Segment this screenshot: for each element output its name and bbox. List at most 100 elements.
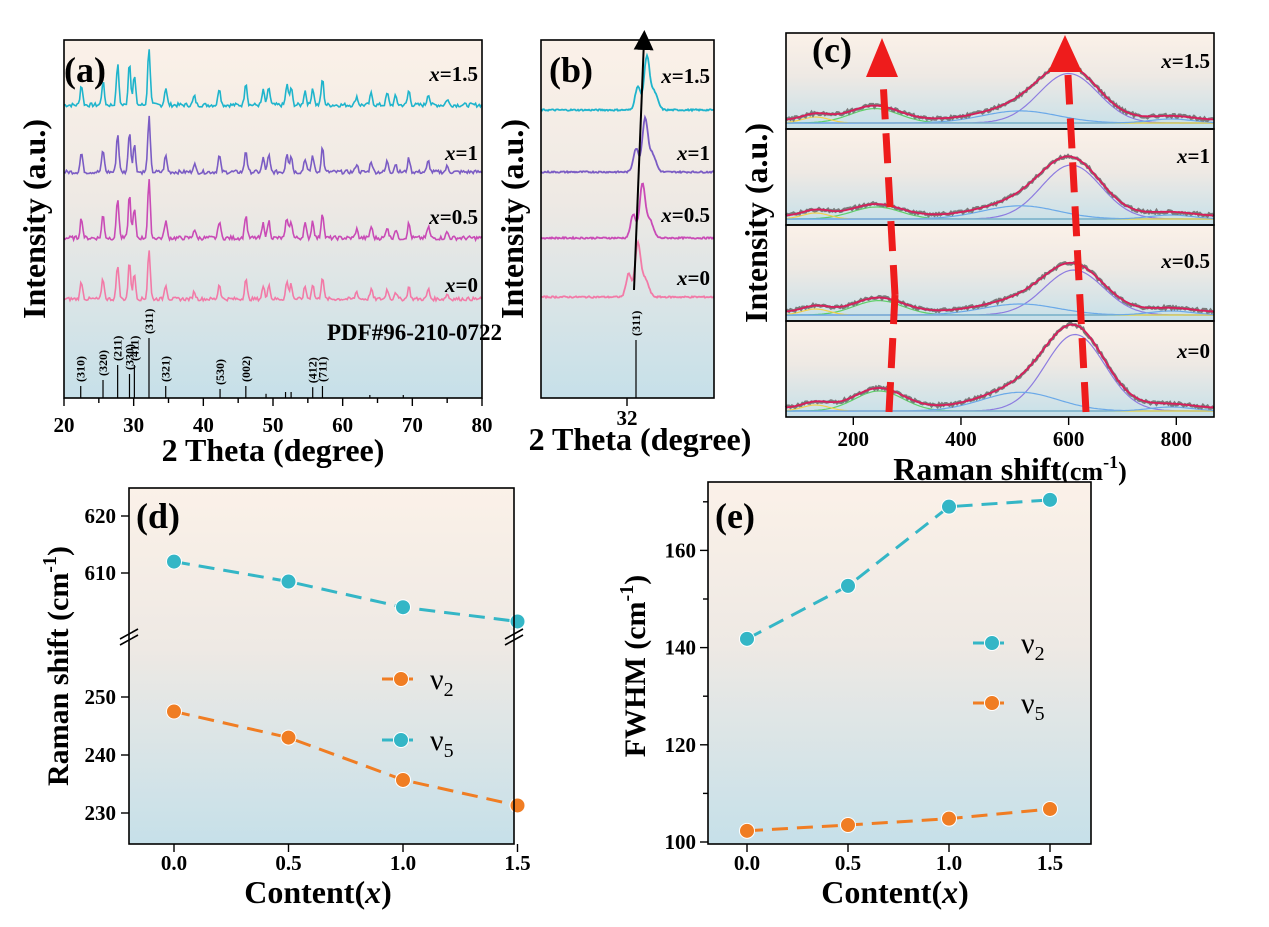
panel-d-axis-break-right-2 <box>504 634 524 646</box>
panel-a-series-label-0-value: =1.5 <box>440 62 478 86</box>
panel-b-series-label-3-var: x <box>676 266 688 290</box>
panel-c-series-label-3: x=0 <box>1176 339 1210 363</box>
panel-d-legend-label-0: ν2 <box>430 663 454 701</box>
panel-d-point-v5-3 <box>509 613 526 630</box>
panel-b-curve-1 <box>540 114 715 175</box>
panel-c-raman: 200 400 600 800 (c) x=1.5x=1x=0.5x=0 Raman … <box>738 30 1215 487</box>
panel-e-ylabel-close: ) <box>619 575 652 585</box>
panel-a-ref-label-3: (330) <box>122 344 136 370</box>
panel-b-ylabel: Intensity (a.u.) <box>494 119 530 319</box>
panel-d-point-v5-2 <box>395 599 411 616</box>
panel-a-ref-label-12: (412) <box>306 357 320 383</box>
panel-a-ylabel: Intensity (a.u.) <box>16 119 52 319</box>
panel-d-line-v5 <box>173 560 518 623</box>
panel-d-xtick-label-0: 0.0 <box>161 851 187 875</box>
panel-e-legend-marker-0 <box>984 635 1000 651</box>
panel-c-fit-curve-1 <box>785 155 1214 217</box>
panel-b-series-labels: x=1.5x=1x=0.5x=0 <box>660 64 710 290</box>
panel-b-series-label-0-value: =1.5 <box>672 64 710 88</box>
panel-a-ref-label-2: (211) <box>111 336 125 361</box>
panel-c-xlabel: Raman shift(cm-1) <box>893 451 1127 487</box>
panel-e-ylabel-text: FWHM (cm <box>619 601 652 757</box>
panel-c-subplot-frame-3 <box>785 320 1215 418</box>
panel-c-v2-shift-arrow-line-upper <box>879 79 899 296</box>
panel-a-xtick-label-3: 50 <box>263 413 284 437</box>
panel-c-series-label-0: x=1.5 <box>1160 49 1210 73</box>
panel-b-series-label-3: x=0 <box>676 266 710 290</box>
panel-d-xtick-label-3: 1.5 <box>504 851 530 875</box>
panel-d-upper-ytick-label-0: 610 <box>85 561 117 585</box>
panel-d-lower-ytick-label-0: 230 <box>85 801 117 825</box>
panel-d-background <box>129 488 514 844</box>
panel-d-legend-label-1: ν5 <box>430 724 454 762</box>
panel-d-ylabel-text: Raman shift (cm <box>42 573 75 786</box>
panel-e-background <box>708 482 1091 844</box>
panel-e-point-v5-1 <box>840 816 856 833</box>
panel-d-lower-ytick-label-1: 240 <box>85 743 117 767</box>
panel-b-curves <box>540 52 715 300</box>
panel-e-line-v2 <box>746 498 1051 641</box>
panel-d-ylabel-exp: -1 <box>39 556 61 573</box>
panel-a-reference-lines: (310) (320)(211)(330)(411)(311) (321) (530)… <box>74 309 404 398</box>
panel-d-legend-marker-1 <box>393 732 409 748</box>
panel-e-legend-symbol-0: ν <box>1021 627 1035 660</box>
panel-d-point-v2-3 <box>509 797 526 814</box>
panel-d-frame <box>128 487 515 845</box>
panel-a-ref-label-1: (320) <box>96 350 110 376</box>
panel-a-ref-label-7: (530) <box>213 359 227 385</box>
panel-e-legend-marker-1 <box>984 695 1000 711</box>
panel-e-xlabel-var: x <box>941 874 958 910</box>
panel-c-x-axis: 200 400 600 800 <box>838 417 1192 451</box>
panel-e-axes: 100 120 140 160 0.0 0.5 1.0 1.5 <box>665 501 1063 875</box>
panel-d-xlabel-text: Content( <box>244 874 365 910</box>
panel-a-series-label-1-var: x <box>444 141 456 165</box>
panel-e-point-v5-3 <box>1042 800 1058 817</box>
panel-c-series-labels: x=1.5x=1x=0.5x=0 <box>1160 49 1210 363</box>
panel-c-xtick-label-0: 200 <box>838 427 870 451</box>
panel-a-series-label-3-var: x <box>444 273 456 297</box>
panel-c-v5-arrowhead <box>1048 35 1082 72</box>
panel-b-label: (b) <box>549 50 593 90</box>
panel-d-break-mask-right <box>510 630 522 640</box>
panel-a-xlabel: 2 Theta (degree) <box>162 432 385 468</box>
panel-a-ref-label-8: (002) <box>239 356 253 382</box>
panel-c-fit-curve-3 <box>785 323 1214 409</box>
panel-e-legend-sub-1: 5 <box>1035 703 1045 725</box>
panel-d-ylabel: Raman shift (cm-1) <box>39 546 75 786</box>
panel-a-xtick-label-2: 40 <box>193 413 214 437</box>
panel-c-series-label-2-var: x <box>1160 249 1172 273</box>
panel-e-point-v5-0 <box>739 822 755 839</box>
panel-d-plot <box>120 553 526 814</box>
panel-a-xtick-label-6: 80 <box>472 413 493 437</box>
panel-b-reference-label: (311) <box>629 311 643 336</box>
panel-c-series-label-2-value: =0.5 <box>1172 249 1210 273</box>
panel-d-legend: ν2 ν5 <box>382 663 454 762</box>
panel-e-xlabel-close: ) <box>958 874 969 910</box>
panel-c-v5-shift-arrow-line <box>1064 74 1090 413</box>
panel-a-series-label-1: x=1 <box>444 141 478 165</box>
panel-a-xtick-label-4: 60 <box>332 413 353 437</box>
panel-a-x-axis: 20 30 40 50 60 70 80 <box>54 398 493 437</box>
panel-b-xtick-label: 32 <box>617 406 638 430</box>
panel-c-xlabel-close: ) <box>1118 457 1127 486</box>
panel-c-series-label-3-value: =0 <box>1188 339 1210 363</box>
panel-d-axis-break-right-1 <box>504 628 524 640</box>
panel-c-component-2-4 <box>786 310 1215 316</box>
panel-a-pdf-label: PDF#96-210-0722 <box>327 320 502 345</box>
panel-a-xrd: (310) (320)(211)(330)(411)(311) (321) (530)… <box>16 39 502 468</box>
panel-d-xtick-label-2: 1.0 <box>390 851 416 875</box>
panel-b-series-label-1: x=1 <box>676 141 710 165</box>
panel-b-curve-0 <box>540 52 714 113</box>
panel-d-line-v2 <box>173 710 518 807</box>
panel-a-xtick-label-5: 70 <box>402 413 423 437</box>
panel-a-series-label-2: x=0.5 <box>428 205 478 229</box>
panel-c-ylabel: Intensity (a.u.) <box>738 123 774 323</box>
panel-a-series-label-0-var: x <box>428 62 440 86</box>
panel-c-component-0-4 <box>786 118 1215 124</box>
panel-d-ylabel-close: ) <box>42 546 75 556</box>
panel-e-ylabel: FWHM (cm-1) <box>616 575 652 757</box>
panel-a-curve-3 <box>63 250 483 303</box>
